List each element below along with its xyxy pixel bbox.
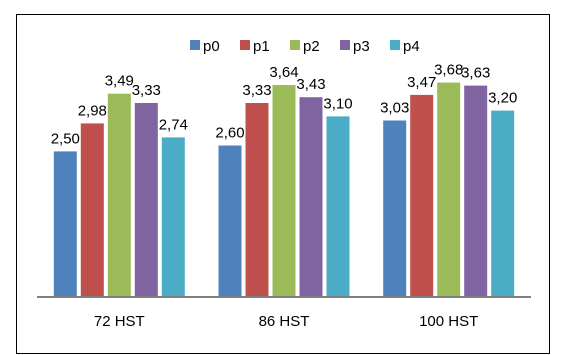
legend-swatch-p0 — [190, 40, 200, 50]
bar-p0-2 — [383, 120, 407, 297]
legend-swatch-p3 — [340, 40, 350, 50]
data-label-p3-1: 3,43 — [296, 76, 325, 93]
data-label-p0-2: 3,03 — [380, 100, 409, 117]
data-label-p4-2: 3,20 — [488, 90, 517, 107]
bars — [53, 82, 515, 298]
bar-chart: p0 p1 p2 p3 p4 2,502,983,493,332,74 2,603,333… — [37, 38, 531, 330]
data-labels: 2,502,983,493,332,74 2,603,333,643,433,10… — [51, 62, 518, 148]
bar-p2-2 — [437, 82, 461, 297]
data-label-p2-2: 3,68 — [434, 62, 463, 79]
bar-p0-1 — [218, 145, 242, 297]
bar-p1-2 — [410, 94, 434, 298]
data-label-p4-0: 2,74 — [159, 116, 188, 133]
bar-p1-0 — [80, 123, 104, 298]
data-label-p3-2: 3,63 — [461, 65, 490, 82]
bar-p3-2 — [464, 85, 488, 297]
legend-label-p4: p4 — [403, 38, 420, 55]
legend-swatch-p2 — [290, 40, 300, 50]
x-tick-label-2: 100 HST — [419, 313, 478, 330]
data-label-p0-1: 2,60 — [215, 125, 244, 142]
bar-p3-0 — [134, 103, 158, 297]
bar-p2-0 — [107, 93, 131, 297]
bar-p2-1 — [272, 85, 296, 297]
data-label-p3-0: 3,33 — [132, 82, 161, 99]
legend-swatch-p1 — [240, 40, 250, 50]
data-label-p4-1: 3,10 — [323, 95, 352, 112]
legend-label-p3: p3 — [353, 38, 370, 55]
legend-label-p2: p2 — [303, 38, 320, 55]
legend-label-p1: p1 — [253, 38, 270, 55]
data-label-p1-1: 3,33 — [242, 82, 271, 99]
bar-p0-0 — [53, 151, 77, 297]
data-label-p1-2: 3,47 — [407, 74, 436, 91]
data-label-p2-0: 3,49 — [105, 73, 134, 90]
legend-swatch-p4 — [390, 40, 400, 50]
bar-p4-0 — [161, 137, 185, 297]
data-label-p1-0: 2,98 — [78, 102, 107, 119]
bar-p1-1 — [245, 103, 269, 297]
bar-p4-2 — [491, 110, 515, 297]
bar-p3-1 — [299, 97, 323, 297]
x-axis-tick-labels: 72 HST 86 HST 100 HST — [94, 313, 478, 330]
legend: p0 p1 p2 p3 p4 — [190, 38, 420, 55]
chart-frame: p0 p1 p2 p3 p4 2,50 2,98 3,49 3,33 2,74 2,60 3,33 3… — [16, 14, 550, 354]
x-tick-label-1: 86 HST — [259, 313, 310, 330]
data-label-p0-0: 2,50 — [51, 130, 80, 147]
bar-p4-1 — [326, 116, 350, 298]
x-tick-label-0: 72 HST — [94, 313, 145, 330]
legend-label-p0: p0 — [203, 38, 220, 55]
data-label-p2-1: 3,64 — [269, 64, 298, 81]
